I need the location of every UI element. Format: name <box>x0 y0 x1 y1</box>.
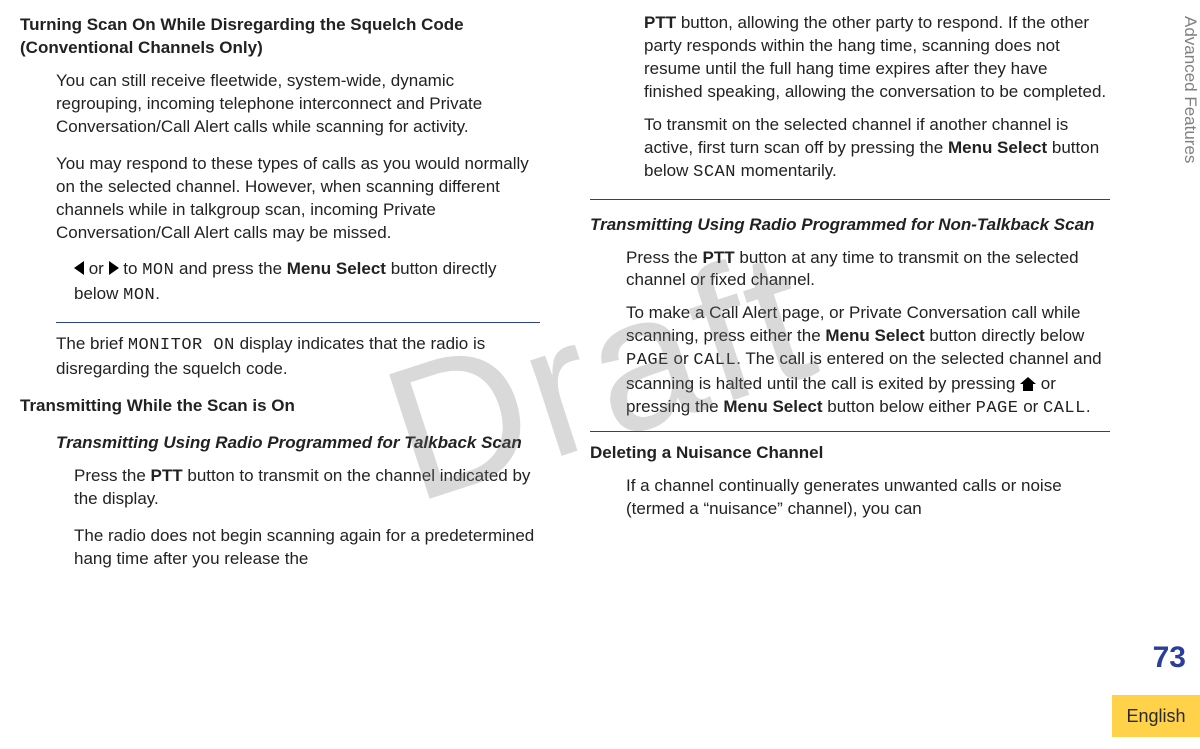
home-icon <box>1020 377 1036 391</box>
document-page: Draft Turning Scan On While Disregarding… <box>0 0 1200 749</box>
para-press-ptt-2: Press the PTT button at any time to tran… <box>626 247 1110 293</box>
text-momentarily: momentarily. <box>736 161 837 180</box>
text-allowing: button, allowing the other party to resp… <box>644 13 1106 101</box>
text-or: or <box>84 259 109 278</box>
triangle-right-icon <box>109 261 119 275</box>
bold-ptt-3: PTT <box>703 248 735 267</box>
text-period-2: . <box>1086 397 1091 416</box>
bold-menu-select-2: Menu Select <box>948 138 1047 157</box>
mono-page-1: PAGE <box>626 351 669 370</box>
para-scan-off: To transmit on the selected channel if a… <box>644 114 1110 185</box>
para-nuisance: If a channel continually generates unwan… <box>626 475 1110 521</box>
mono-scan: SCAN <box>693 163 736 182</box>
bold-menu-select-4: Menu Select <box>723 397 822 416</box>
text-below-either: button below either <box>823 397 976 416</box>
text-press-1: Press the <box>74 466 151 485</box>
bold-menu-select-3: Menu Select <box>825 326 924 345</box>
mono-call-2: CALL <box>1043 399 1086 418</box>
para-respond: You may respond to these types of calls … <box>56 153 540 245</box>
subheading-nontalkback: Transmitting Using Radio Programmed for … <box>590 214 1110 237</box>
text-or-1: or <box>669 349 694 368</box>
text-or-2: or <box>1018 397 1043 416</box>
bold-ptt-1: PTT <box>151 466 183 485</box>
rule-right-2 <box>590 431 1110 432</box>
mono-mon-2: MON <box>123 286 155 305</box>
text-press-2: Press the <box>626 248 703 267</box>
para-press-ptt: Press the PTT button to transmit on the … <box>74 465 540 511</box>
page-number: 73 <box>1153 641 1186 675</box>
rule-left-1 <box>56 322 540 323</box>
language-tab: English <box>1112 695 1200 737</box>
text-and-press: and press the <box>174 259 286 278</box>
para-mon-instruction: or to MON and press the Menu Select butt… <box>74 258 540 308</box>
heading-squelch: Turning Scan On While Disregarding the S… <box>20 14 540 60</box>
para-call-alert: To make a Call Alert page, or Private Co… <box>626 302 1110 421</box>
heading-nuisance: Deleting a Nuisance Channel <box>590 442 1110 465</box>
mono-monitor-on: MONITOR ON <box>128 336 235 355</box>
right-column: PTT button, allowing the other party to … <box>590 12 1110 692</box>
para-monitor-on: The brief MONITOR ON display indicates t… <box>56 333 540 381</box>
para-receive: You can still receive fleetwide, system-… <box>56 70 540 139</box>
mono-page-2: PAGE <box>976 399 1019 418</box>
text-directly-below: button directly below <box>925 326 1085 345</box>
heading-transmitting: Transmitting While the Scan is On <box>20 395 540 418</box>
bold-ptt-2: PTT <box>644 13 676 32</box>
bold-menu-select-1: Menu Select <box>287 259 386 278</box>
text-brief: The brief <box>56 334 128 353</box>
rule-right-1 <box>590 199 1110 200</box>
side-tab-label: Advanced Features <box>1166 10 1200 220</box>
text-to: to <box>119 259 143 278</box>
para-ptt-cont: PTT button, allowing the other party to … <box>644 12 1110 104</box>
subheading-talkback: Transmitting Using Radio Programmed for … <box>56 432 540 455</box>
text-period-1: . <box>155 284 160 303</box>
triangle-left-icon <box>74 261 84 275</box>
para-hangtime: The radio does not begin scanning again … <box>74 525 540 571</box>
mono-call-1: CALL <box>693 351 736 370</box>
two-column-layout: Turning Scan On While Disregarding the S… <box>20 12 1110 692</box>
mono-mon-1: MON <box>142 261 174 280</box>
left-column: Turning Scan On While Disregarding the S… <box>20 12 540 692</box>
